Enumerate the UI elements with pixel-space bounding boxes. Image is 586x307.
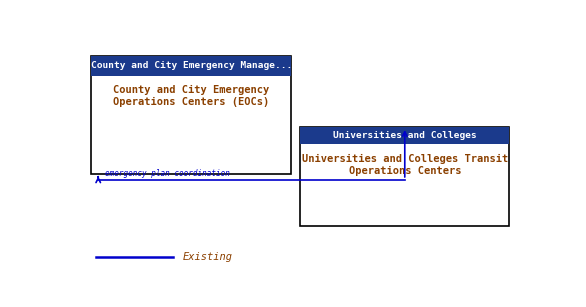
Bar xyxy=(300,127,509,226)
Bar xyxy=(300,127,509,144)
Text: Existing: Existing xyxy=(182,252,232,262)
Text: emergency plan coordination: emergency plan coordination xyxy=(105,169,230,178)
Text: Universities and Colleges: Universities and Colleges xyxy=(333,131,476,140)
Bar xyxy=(91,56,291,76)
Bar xyxy=(91,56,291,174)
Text: County and City Emergency
Operations Centers (EOCs): County and City Emergency Operations Cen… xyxy=(113,85,270,107)
Text: County and City Emergency Manage...: County and City Emergency Manage... xyxy=(91,61,292,70)
Text: Universities and Colleges Transit
Operations Centers: Universities and Colleges Transit Operat… xyxy=(302,154,508,176)
